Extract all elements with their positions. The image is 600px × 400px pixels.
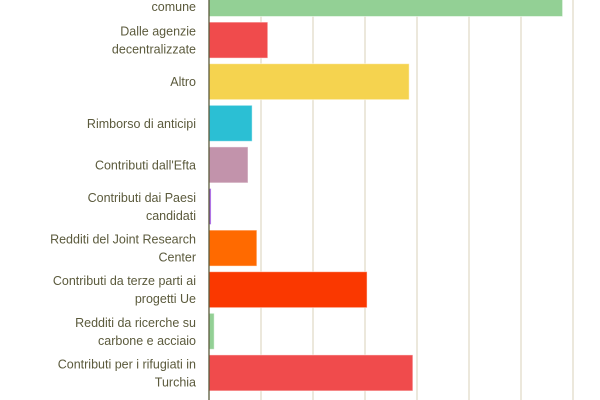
category-label: Contributi per i rifugiati in Turchia bbox=[58, 357, 196, 389]
category-label: Dalle agenzie decentralizzate bbox=[112, 25, 196, 57]
category-label: Redditi del Joint Research Center bbox=[50, 233, 196, 265]
bar bbox=[208, 21, 269, 59]
bar bbox=[208, 312, 215, 350]
category-label: Contributi da terze parti ai progetti Ue bbox=[53, 274, 196, 306]
category-label: Altro bbox=[170, 75, 196, 89]
category-label: Rimborso di anticipi bbox=[87, 117, 196, 131]
bar bbox=[208, 104, 253, 142]
category-label: Contributi dall'Efta bbox=[95, 158, 196, 172]
category-label: Contributi dai Paesi candidati bbox=[88, 191, 196, 223]
bar bbox=[208, 354, 414, 392]
category-label: Redditi da ricerche su carbone e acciaio bbox=[75, 316, 196, 348]
bar bbox=[208, 271, 368, 309]
bar bbox=[208, 146, 249, 184]
category-label: comune bbox=[152, 0, 197, 14]
bar bbox=[208, 0, 564, 17]
bar bbox=[208, 229, 258, 267]
bar bbox=[208, 63, 410, 101]
